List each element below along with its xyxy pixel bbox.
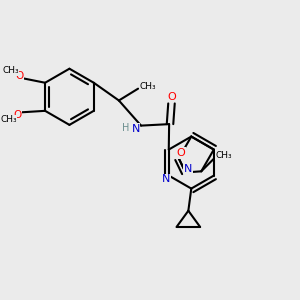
Text: N: N [184,164,192,174]
Text: CH₃: CH₃ [2,66,19,75]
Text: O: O [14,110,22,120]
Text: CH₃: CH₃ [0,115,17,124]
Text: N: N [162,174,170,184]
Text: CH₃: CH₃ [140,82,156,91]
Text: CH₃: CH₃ [215,151,232,160]
Text: N: N [131,124,140,134]
Text: H: H [122,123,130,133]
Text: O: O [167,92,176,102]
Text: O: O [15,71,23,81]
Text: O: O [177,148,185,158]
